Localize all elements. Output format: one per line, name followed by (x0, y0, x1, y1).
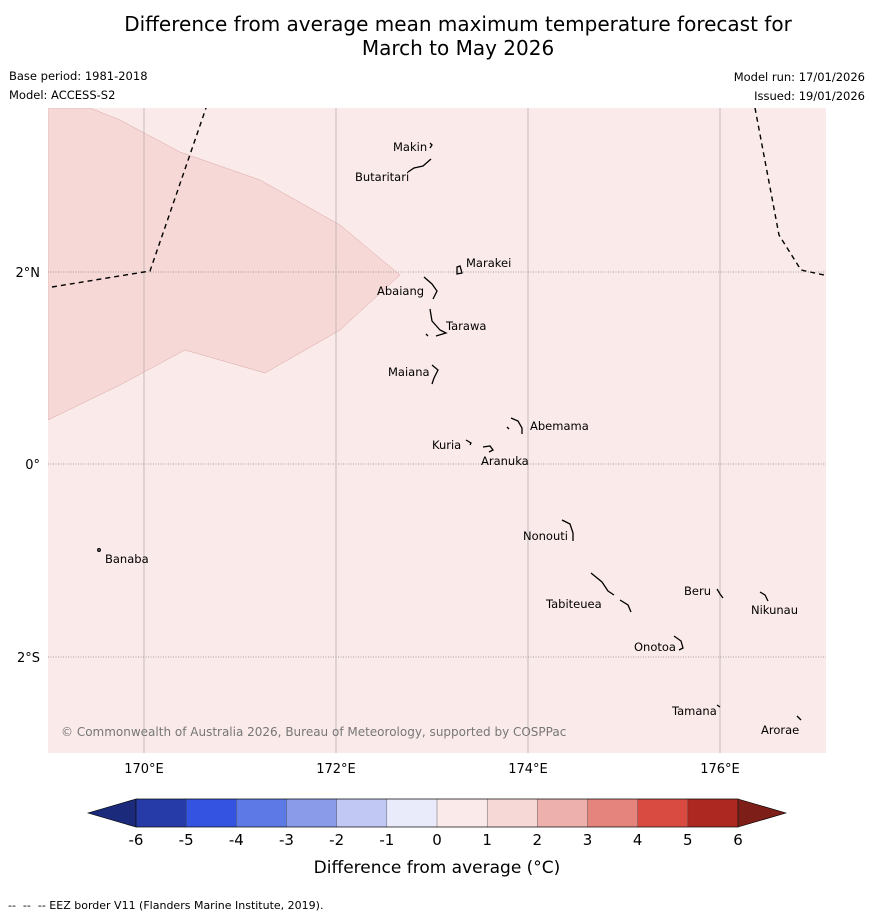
warm-anomaly-region (48, 108, 401, 421)
aranuka-outline (482, 445, 494, 453)
island-label-marakei: Marakei (466, 256, 511, 270)
tabiteuea-north-outline (590, 572, 615, 596)
island-label-maiana: Maiana (388, 365, 430, 379)
colorbar-swatch (336, 798, 388, 828)
island-labels: Makin Butaritari Marakei Abaiang Tarawa … (105, 140, 799, 737)
abaiang-outline (423, 276, 438, 300)
nonouti-outline (561, 519, 574, 541)
island-label-onotoa: Onotoa (634, 640, 676, 654)
colorbar-swatch (687, 798, 739, 828)
colorbar-swatch (637, 798, 689, 828)
maiana-outline (431, 364, 439, 385)
tabiteuea-south-outline (619, 599, 632, 613)
island-label-tabiteuea: Tabiteuea (545, 597, 602, 611)
beru-outline (716, 588, 724, 599)
colorbar-over-arrow (737, 798, 788, 828)
lon-tick-176e: 176°E (700, 762, 740, 777)
island-label-nikunau: Nikunau (751, 603, 798, 617)
issued-text: Issued: 19/01/2026 (754, 89, 865, 103)
colorbar-tick-label: 6 (733, 831, 743, 849)
island-label-abemama: Abemama (530, 419, 589, 433)
colorbar-tick-label: 0 (432, 831, 442, 849)
lat-tick-2s: 2°S (17, 651, 40, 666)
colorbar-swatch (185, 798, 238, 828)
lat-gridlines (48, 271, 826, 658)
butaritari-outline (407, 158, 432, 173)
gridlines (143, 108, 721, 753)
colorbar-under-arrow (86, 798, 137, 828)
eez-border-west (51, 108, 207, 288)
arorae-outline (796, 715, 802, 721)
marakei-outline (456, 265, 463, 275)
colorbar-tick-label: 2 (533, 831, 543, 849)
lon-tick-170e: 170°E (124, 762, 164, 777)
abemama-islet (506, 426, 510, 430)
colorbar-swatch (236, 798, 288, 828)
colorbar-swatch (537, 798, 589, 828)
lat-tick-2n: 2°N (16, 266, 41, 281)
banaba-outline (97, 548, 101, 552)
tarawa-outline (429, 308, 448, 337)
eez-borders (51, 108, 825, 288)
colorbar-swatch (587, 798, 639, 828)
colorbar-tick-label: 1 (482, 831, 492, 849)
colorbar-tick-label: -4 (229, 831, 244, 849)
title-line-1: Difference from average mean maximum tem… (124, 12, 792, 36)
copyright-text: © Commonwealth of Australia 2026, Bureau… (61, 725, 566, 739)
map-title: Difference from average mean maximum tem… (0, 12, 873, 60)
kuria-outline (465, 439, 472, 446)
tarawa-islet (425, 333, 429, 337)
island-label-aranuka: Aranuka (481, 454, 529, 468)
colorbar-swatch (286, 798, 338, 828)
meta-right: Model run: 17/01/2026 Issued: 19/01/2026 (734, 68, 865, 106)
lon-tick-174e: 174°E (508, 762, 548, 777)
island-label-tarawa: Tarawa (445, 319, 486, 333)
axis-labels: 170°E 172°E 174°E 176°E 2°N 0° 2°S (16, 266, 740, 777)
meta-left: Base period: 1981-2018 Model: ACCESS-S2 (9, 67, 148, 105)
island-label-kuria: Kuria (432, 438, 461, 452)
colorbar-tick-label: -2 (329, 831, 344, 849)
nikunau-outline (759, 591, 769, 602)
eez-border-east (754, 108, 825, 276)
eez-footer-note: -- -- -- EEZ border V11 (Flanders Marine… (8, 899, 324, 912)
base-period-text: Base period: 1981-2018 (9, 69, 148, 83)
colorbar-swatches (135, 798, 739, 828)
colorbar: -6 -5 -4 -3 -2 -1 0 1 2 3 4 5 6 Difference from aver… (86, 798, 788, 878)
makin-outline (429, 142, 433, 149)
colorbar-label: Difference from average (°C) (314, 858, 561, 878)
colorbar-tick-label: -5 (179, 831, 194, 849)
map-area: Makin Butaritari Marakei Abaiang Tarawa … (48, 108, 826, 753)
colorbar-tick-label: -6 (129, 831, 144, 849)
island-label-butaritari: Butaritari (355, 170, 409, 184)
colorbar-swatch (386, 798, 438, 828)
lon-tick-172e: 172°E (316, 762, 356, 777)
abemama-outline (510, 417, 523, 434)
onotoa-outline (673, 635, 684, 651)
lat-tick-0: 0° (25, 458, 40, 473)
model-text: Model: ACCESS-S2 (9, 88, 116, 102)
colorbar-tick-label: 4 (633, 831, 643, 849)
island-label-nonouti: Nonouti (523, 529, 568, 543)
colorbar-swatch (135, 798, 187, 828)
colorbar-frame (135, 798, 739, 828)
title-line-2: March to May 2026 (361, 36, 555, 60)
tamana-outline (716, 704, 721, 708)
island-label-banaba: Banaba (105, 552, 149, 566)
island-label-beru: Beru (684, 584, 711, 598)
colorbar-tick-label: -3 (279, 831, 294, 849)
colorbar-swatch (486, 798, 539, 828)
colorbar-swatch (436, 798, 488, 828)
colorbar-tick-label: -1 (379, 831, 394, 849)
island-label-tamana: Tamana (671, 704, 717, 718)
island-label-arorae: Arorae (761, 723, 799, 737)
island-label-abaiang: Abaiang (377, 284, 424, 298)
island-outlines (97, 142, 802, 721)
colorbar-tick-label: 3 (583, 831, 593, 849)
model-run-text: Model run: 17/01/2026 (733, 70, 865, 84)
colorbar-ticks: -6 -5 -4 -3 -2 -1 0 1 2 3 4 5 6 (129, 831, 743, 849)
island-label-makin: Makin (393, 140, 427, 154)
colorbar-tick-label: 5 (683, 831, 693, 849)
